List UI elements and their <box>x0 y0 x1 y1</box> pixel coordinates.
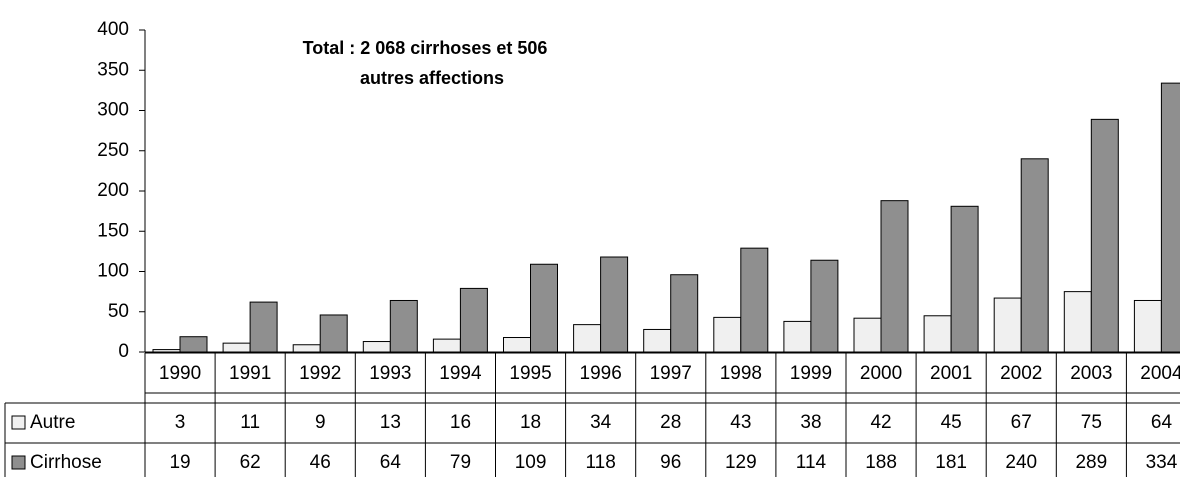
y-tick-label: 350 <box>97 59 129 80</box>
bar <box>713 316 742 353</box>
table-value: 34 <box>590 412 612 433</box>
x-tick-label: 1991 <box>229 363 271 384</box>
table-value: 67 <box>1011 412 1032 433</box>
bar <box>222 342 251 353</box>
bar <box>530 263 558 353</box>
legend-label: Autre <box>30 412 75 433</box>
annotation: Total : 2 068 cirrhoses et 506 <box>303 38 548 58</box>
table-value: 129 <box>725 452 757 473</box>
table-value: 13 <box>380 412 401 433</box>
table-value: 45 <box>941 412 962 433</box>
bar <box>179 336 208 353</box>
table-value: 43 <box>730 412 751 433</box>
bar <box>1160 82 1180 353</box>
bar <box>810 259 839 353</box>
bar <box>459 287 488 353</box>
table-value: 46 <box>310 452 331 473</box>
bar <box>1133 299 1162 353</box>
bar <box>670 274 699 353</box>
table-value: 16 <box>450 412 471 433</box>
x-tick-label: 2000 <box>860 363 902 384</box>
table-value: 42 <box>870 412 891 433</box>
table-value: 118 <box>586 452 616 473</box>
bar <box>643 328 672 353</box>
x-tick-label: 1992 <box>299 363 341 384</box>
table-value: 3 <box>175 412 186 433</box>
table-value: 289 <box>1075 452 1107 473</box>
table-value: 240 <box>1005 452 1037 473</box>
table-value: 75 <box>1081 412 1102 433</box>
y-tick-label: 50 <box>108 301 129 322</box>
bar <box>503 337 531 353</box>
bar <box>362 341 391 353</box>
x-tick-label: 1996 <box>580 363 622 384</box>
bar <box>573 324 602 353</box>
y-tick-label: 400 <box>97 19 129 40</box>
table-value: 62 <box>240 452 261 473</box>
table-value: 18 <box>520 412 541 433</box>
table-value: 38 <box>800 412 821 433</box>
x-tick-label: 1997 <box>650 363 692 384</box>
annotation: autres affections <box>360 68 504 88</box>
legend-swatch <box>11 455 26 470</box>
bar <box>249 301 278 353</box>
x-tick-label: 2004 <box>1140 363 1180 384</box>
bar <box>1020 158 1049 353</box>
x-tick-label: 2003 <box>1070 363 1112 384</box>
bar <box>740 247 769 353</box>
table-value: 64 <box>380 452 402 473</box>
bar <box>1090 118 1119 353</box>
bar <box>853 317 882 353</box>
y-tick-label: 250 <box>97 140 129 161</box>
x-tick-label: 1993 <box>369 363 411 384</box>
bar <box>923 315 952 353</box>
y-tick-label: 100 <box>97 261 129 282</box>
x-tick-label: 2002 <box>1000 363 1042 384</box>
table-value: 109 <box>515 452 547 473</box>
table-value: 79 <box>450 452 471 473</box>
table-value: 64 <box>1151 412 1173 433</box>
x-tick-label: 1994 <box>439 363 482 384</box>
table-value: 181 <box>935 452 967 473</box>
y-tick-label: 300 <box>97 100 129 121</box>
table-value: 188 <box>865 452 897 473</box>
y-tick-label: 200 <box>97 180 129 201</box>
x-tick-label: 1999 <box>790 363 832 384</box>
x-tick-label: 2001 <box>930 363 972 384</box>
table-value: 334 <box>1146 452 1178 473</box>
legend-label: Cirrhose <box>30 452 102 473</box>
x-tick-label: 1990 <box>159 363 201 384</box>
y-tick-label: 0 <box>118 341 129 362</box>
bar <box>389 299 418 353</box>
bar <box>993 297 1022 353</box>
bar <box>950 205 979 353</box>
x-tick-label: 1995 <box>509 363 551 384</box>
x-tick-label: 1998 <box>720 363 762 384</box>
table-value: 11 <box>240 412 260 433</box>
table-value: 96 <box>660 452 681 473</box>
bar <box>600 256 629 353</box>
bar <box>432 338 461 353</box>
bar <box>319 314 348 353</box>
y-tick-label: 150 <box>97 220 129 241</box>
bar <box>783 320 812 353</box>
bar <box>292 344 321 353</box>
table-value: 28 <box>660 412 681 433</box>
bar <box>1063 291 1092 353</box>
legend-swatch <box>11 415 26 430</box>
table-value: 19 <box>169 452 190 473</box>
table-value: 114 <box>796 452 827 473</box>
table-value: 9 <box>315 412 326 433</box>
bar <box>880 200 909 353</box>
